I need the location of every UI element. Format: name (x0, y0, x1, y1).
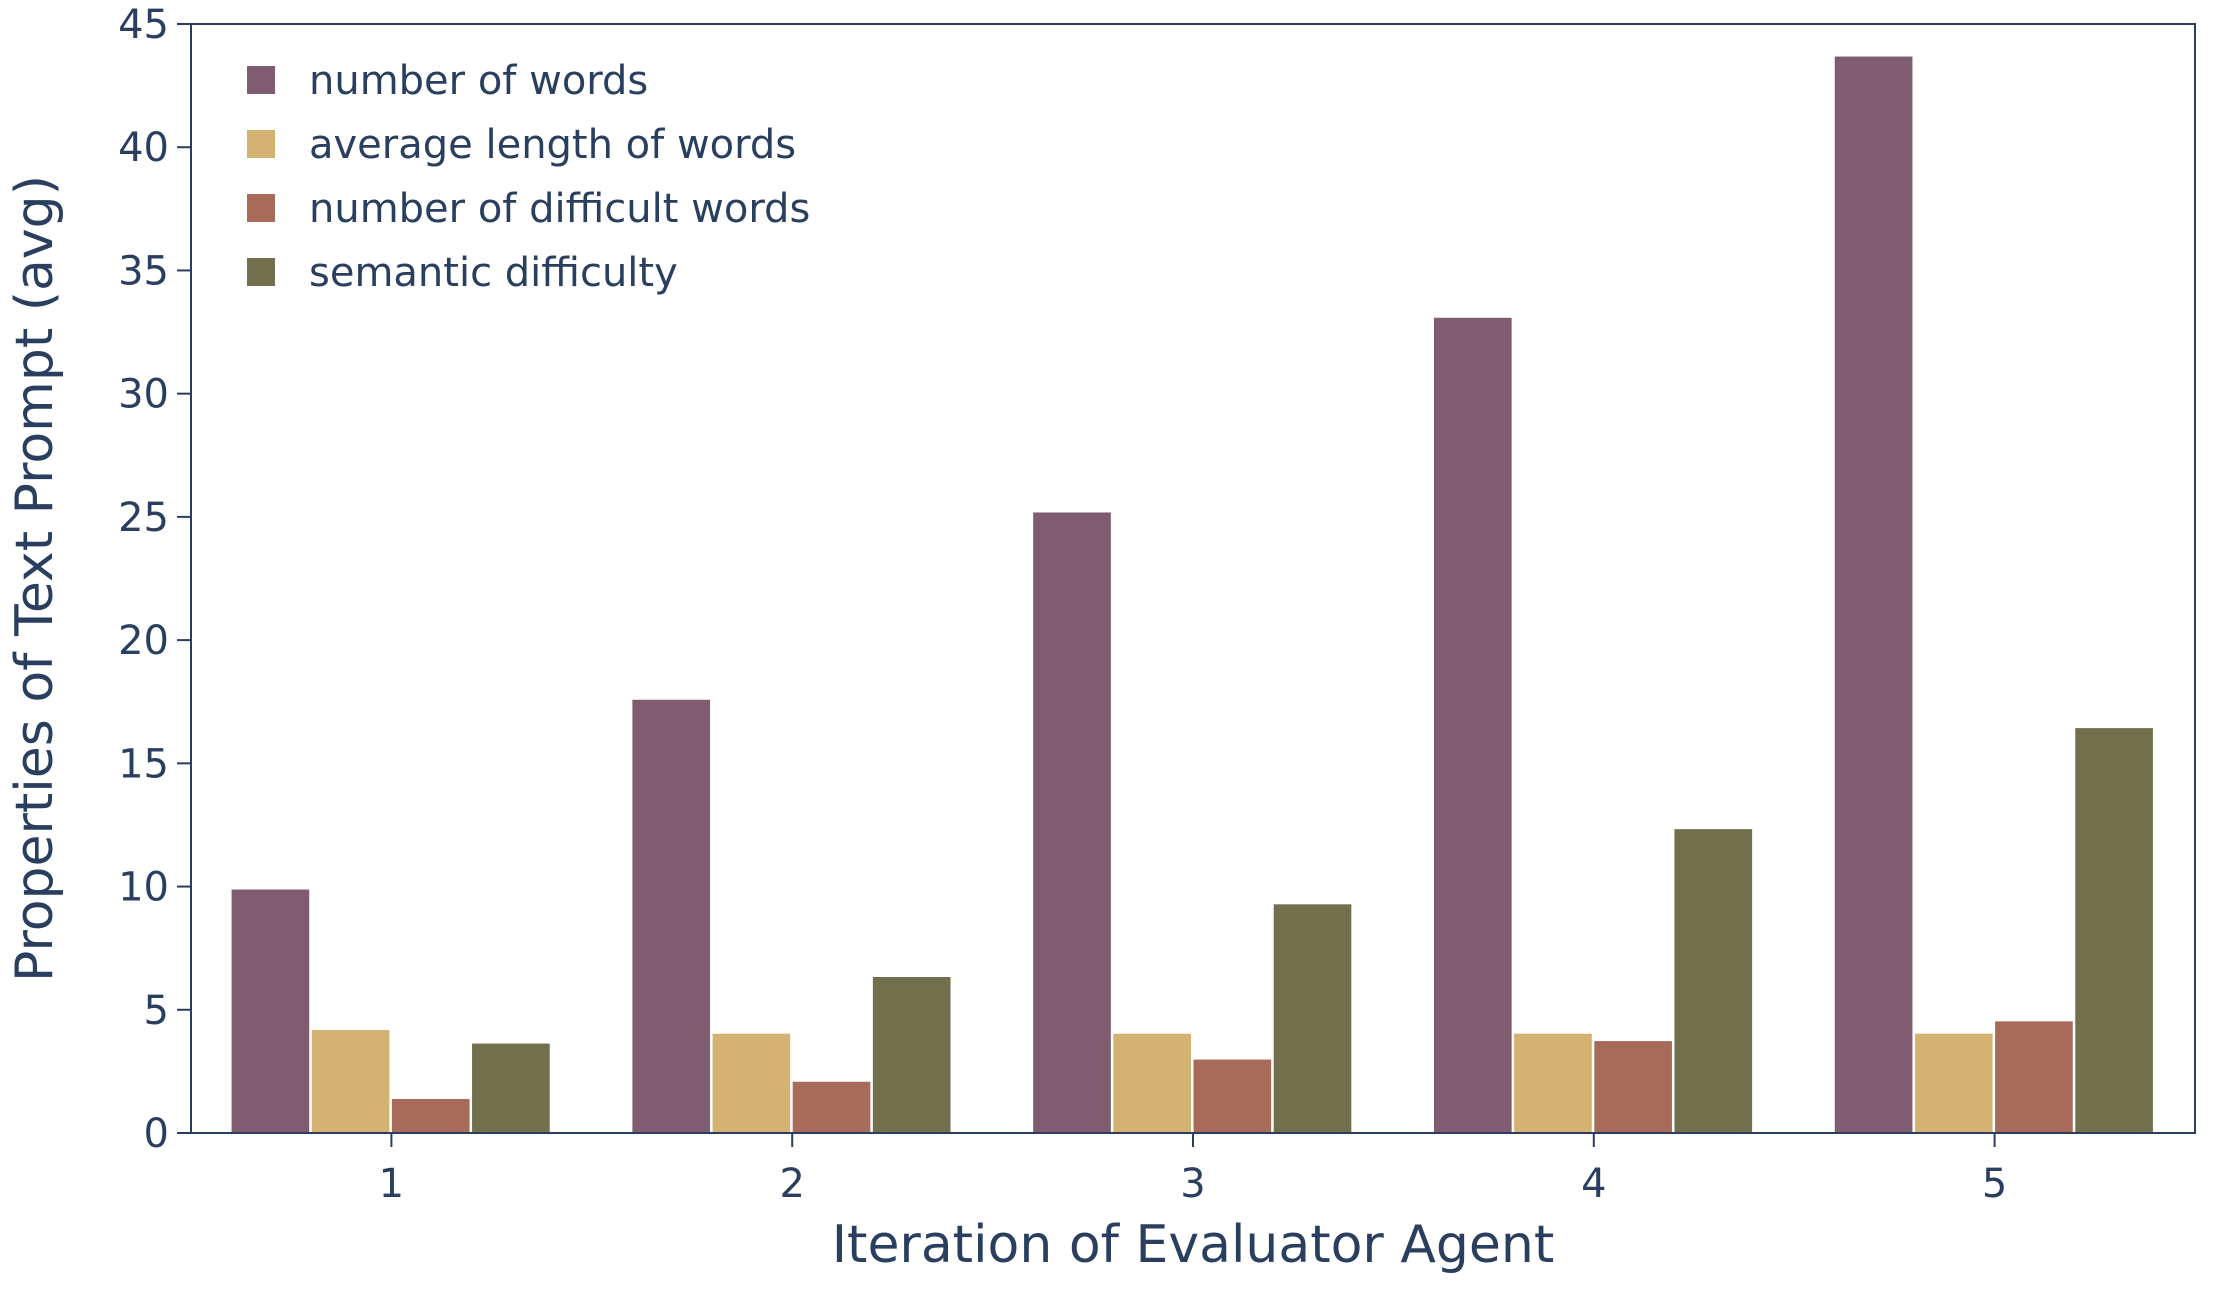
bar-number-of-difficult-words-3 (1192, 1058, 1273, 1134)
bars-layer (230, 55, 2154, 1134)
bar-semantic-difficulty-3 (1272, 903, 1353, 1134)
y-tick-label: 40 (118, 125, 169, 171)
bar-average-length-of-words-3 (1112, 1032, 1192, 1134)
x-tick-label: 2 (779, 1161, 804, 1207)
y-axis-title: Properties of Text Prompt (avg) (5, 175, 65, 982)
legend-label: average length of words (309, 122, 796, 168)
x-tick-label: 3 (1180, 1161, 1205, 1207)
bar-number-of-words-5 (1833, 55, 1914, 1134)
bar-number-of-difficult-words-4 (1593, 1040, 1673, 1134)
legend-swatch (247, 130, 275, 158)
legend: number of words average length of words nu… (247, 58, 810, 296)
legend-label: semantic difficulty (309, 250, 678, 296)
bar-number-of-difficult-words-1 (390, 1097, 471, 1134)
bar-semantic-difficulty-5 (2074, 727, 2154, 1134)
y-tick-label: 10 (118, 865, 169, 911)
x-tick-label: 4 (1581, 1161, 1606, 1207)
bar-average-length-of-words-4 (1513, 1032, 1593, 1134)
bar-number-of-words-3 (1032, 511, 1112, 1134)
y-tick-label: 5 (144, 988, 169, 1034)
legend-swatch (247, 194, 275, 222)
y-tick-label: 35 (118, 248, 169, 294)
x-axis: 1 2 3 4 5 (379, 1133, 2007, 1207)
x-tick-label: 1 (379, 1161, 404, 1207)
legend-swatch (247, 66, 275, 94)
bar-semantic-difficulty-2 (871, 976, 952, 1134)
y-tick-label: 30 (118, 372, 169, 418)
y-tick-label: 15 (118, 741, 169, 787)
bar-average-length-of-words-1 (310, 1028, 391, 1134)
bar-number-of-difficult-words-2 (791, 1080, 872, 1134)
bar-semantic-difficulty-1 (471, 1042, 551, 1134)
x-tick-label: 5 (1982, 1161, 2007, 1207)
bar-number-of-words-4 (1432, 316, 1513, 1134)
y-axis: 0 5 10 15 20 25 30 35 40 45 (118, 2, 191, 1157)
y-tick-label: 25 (118, 495, 169, 541)
y-tick-label: 20 (118, 618, 169, 664)
bar-number-of-words-2 (631, 698, 712, 1134)
bar-number-of-words-1 (230, 888, 311, 1134)
bar-number-of-difficult-words-5 (1994, 1020, 2074, 1134)
y-tick-label: 45 (118, 2, 169, 48)
legend-label: number of words (309, 58, 648, 104)
legend-swatch (247, 258, 275, 286)
legend-label: number of difficult words (309, 186, 810, 232)
bar-average-length-of-words-5 (1913, 1032, 1994, 1134)
bar-average-length-of-words-2 (711, 1032, 792, 1134)
bar-semantic-difficulty-4 (1673, 828, 1754, 1134)
x-axis-title: Iteration of Evaluator Agent (832, 1215, 1555, 1275)
y-tick-label: 0 (144, 1111, 169, 1157)
